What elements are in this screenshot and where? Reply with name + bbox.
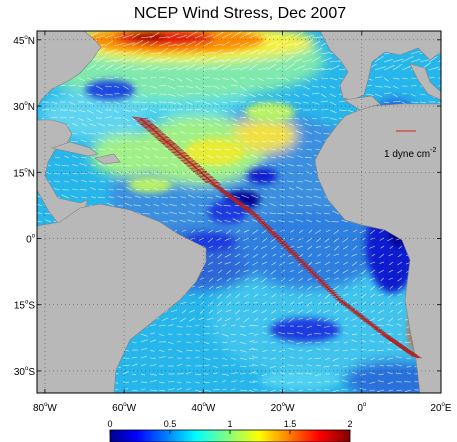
y-tick-label: 15oS [14,300,35,312]
land-africa [314,103,441,393]
colorbar-tick-label: 1.5 [284,419,297,429]
land-cuba [50,141,99,157]
x-tick-label: 80oW [33,402,57,414]
y-tick-label: 30oS [14,366,35,378]
colorbar: 0 0.5 1 1.5 2 [107,419,353,442]
y-tick-label: 45oN [13,35,35,47]
land-europe [319,31,441,101]
map-grid [37,31,441,393]
y-tick-label: 15oN [13,167,35,179]
colorbar-tick-label: 0.5 [164,419,177,429]
map-area [37,31,441,393]
colorbar-tick-label: 0 [107,419,112,429]
x-tick-label: 20oE [430,402,451,414]
y-tick-label: 30oN [13,101,35,113]
x-tick-label: 40oW [191,402,215,414]
y-tick-label: 0o [26,233,36,245]
land-florida-gulf [37,119,89,227]
x-tick-label: 20oW [271,402,295,414]
map-frame [36,30,442,394]
x-tick-label: 0o [357,402,367,414]
chart-title: NCEP Wind Stress, Dec 2007 [134,5,346,22]
y-axis: 45oN 30oN 15oN 0o 15oS 30oS [13,35,441,378]
land-italy-region [409,63,441,101]
x-axis: 80oW 60oW 40oW 20oW 0o 20oE [33,31,452,414]
colorbar-tick-label: 2 [347,419,352,429]
x-tick-label: 60oW [112,402,136,414]
colorbar-tick-label: 1 [227,419,232,429]
land-south-america [37,203,207,393]
reference-vector: 1 dyne cm-2 [384,130,436,160]
land-north-america [37,31,102,109]
land-hispaniola [94,153,121,165]
continents [37,31,441,393]
reference-label: 1 dyne cm-2 [384,147,436,160]
ship-track [131,116,422,359]
